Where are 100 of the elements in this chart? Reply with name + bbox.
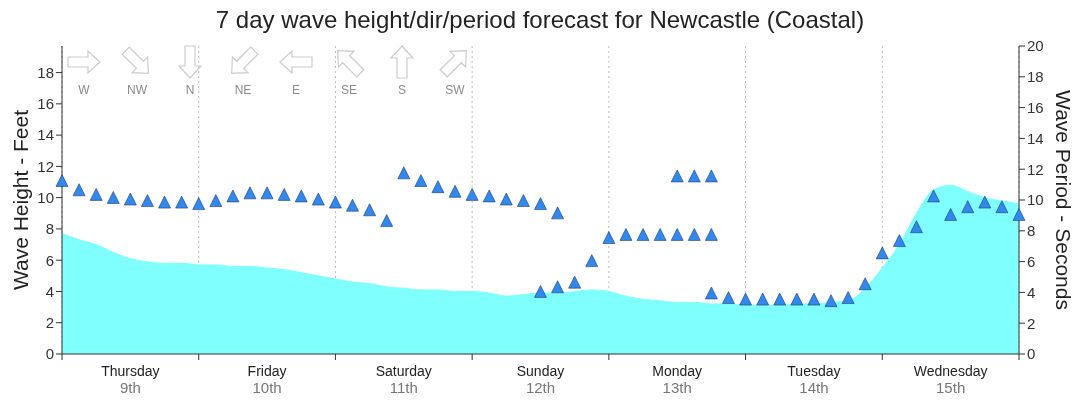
y-axis-title: Wave Height - Feet [8, 109, 32, 291]
point [294, 189, 308, 203]
point [465, 188, 479, 201]
point [688, 228, 701, 241]
y-tick-label: 4 [45, 282, 54, 300]
point [448, 185, 462, 198]
y-tick-label: 10 [37, 188, 54, 206]
annotation: W [78, 83, 91, 97]
x-tick-label: Thursday 9th [101, 363, 160, 396]
point [329, 195, 342, 209]
point [380, 214, 393, 227]
y-tick-label: 18 [37, 63, 54, 81]
point [824, 294, 838, 307]
y2-tick-label: 6 [1027, 252, 1036, 270]
point [705, 169, 718, 183]
point [551, 280, 564, 294]
y2-axis-title: Wave Period - Seconds [1052, 90, 1076, 310]
point [277, 188, 291, 201]
annotation: E [291, 83, 301, 97]
point [705, 286, 718, 300]
y-tick-label: 0 [45, 345, 54, 363]
point [910, 220, 923, 234]
point [106, 191, 120, 204]
point [602, 231, 616, 244]
annotation: NE [234, 83, 252, 97]
x-tick-label: Friday 10th [247, 363, 287, 396]
point [72, 183, 86, 197]
annotation: SE [340, 83, 358, 97]
y-tick-label: 14 [37, 126, 54, 144]
point [500, 192, 513, 206]
y2-tick-label: 10 [1027, 191, 1044, 209]
point [1012, 208, 1026, 221]
point [551, 206, 564, 220]
point [124, 192, 137, 206]
annotation: S [397, 83, 407, 97]
y2-tick-label: 2 [1027, 314, 1036, 332]
annotation: NW [127, 83, 148, 97]
point [705, 228, 718, 241]
point [397, 166, 411, 180]
x-tick-label: Tuesday 14th [787, 363, 841, 396]
y-tick-label: 2 [45, 314, 54, 332]
point [739, 292, 752, 306]
point [89, 188, 103, 201]
point [363, 203, 376, 217]
point [893, 234, 906, 247]
point [670, 169, 684, 183]
point [670, 228, 684, 241]
point [995, 200, 1009, 213]
point [346, 198, 359, 212]
point [619, 228, 633, 241]
point [790, 292, 804, 306]
point [756, 292, 769, 306]
y2-tick-label: 20 [1027, 37, 1044, 55]
x-tick-label: Sunday 12th [516, 363, 565, 396]
point [722, 291, 735, 304]
point [773, 292, 787, 306]
point [431, 180, 445, 193]
x-tick-label: Wednesday 15th [913, 363, 988, 396]
point [568, 275, 581, 289]
point [636, 228, 650, 241]
y2-tick-label: 16 [1027, 98, 1044, 116]
y2-tick-label: 0 [1027, 345, 1036, 363]
y-tick-label: 8 [45, 220, 54, 238]
point [875, 246, 889, 260]
y2-tick-label: 4 [1027, 283, 1036, 301]
point [944, 208, 957, 221]
point [260, 186, 274, 200]
point [961, 200, 975, 213]
point [226, 189, 240, 203]
point [175, 195, 188, 209]
y2-tick-label: 18 [1027, 68, 1044, 86]
point [841, 291, 855, 304]
point [858, 277, 872, 290]
annotation: N [185, 83, 195, 97]
point [482, 189, 496, 203]
point [688, 169, 701, 183]
y-tick-label: 6 [45, 251, 54, 269]
annotation: SW [445, 83, 466, 97]
point [534, 197, 547, 210]
point [653, 228, 667, 241]
x-tick-label: Monday 13th [652, 363, 703, 396]
point [517, 194, 530, 207]
point [414, 174, 428, 187]
point [807, 292, 821, 306]
point [209, 194, 223, 207]
y-tick-label: 16 [37, 95, 54, 113]
y2-tick-label: 12 [1027, 160, 1044, 178]
point [243, 186, 257, 200]
point [927, 189, 940, 203]
point [141, 194, 154, 207]
point [55, 174, 69, 187]
chart-title: 7 day wave height/dir/period forecast for Newcastle (Coastal) [214, 6, 866, 34]
point [585, 254, 599, 267]
point [978, 195, 992, 209]
y2-tick-label: 14 [1027, 129, 1044, 147]
point [158, 195, 171, 209]
y-tick-label: 12 [37, 157, 54, 175]
point [312, 192, 325, 206]
x-tick-label: Saturday 11th [375, 363, 432, 396]
point [534, 285, 547, 298]
